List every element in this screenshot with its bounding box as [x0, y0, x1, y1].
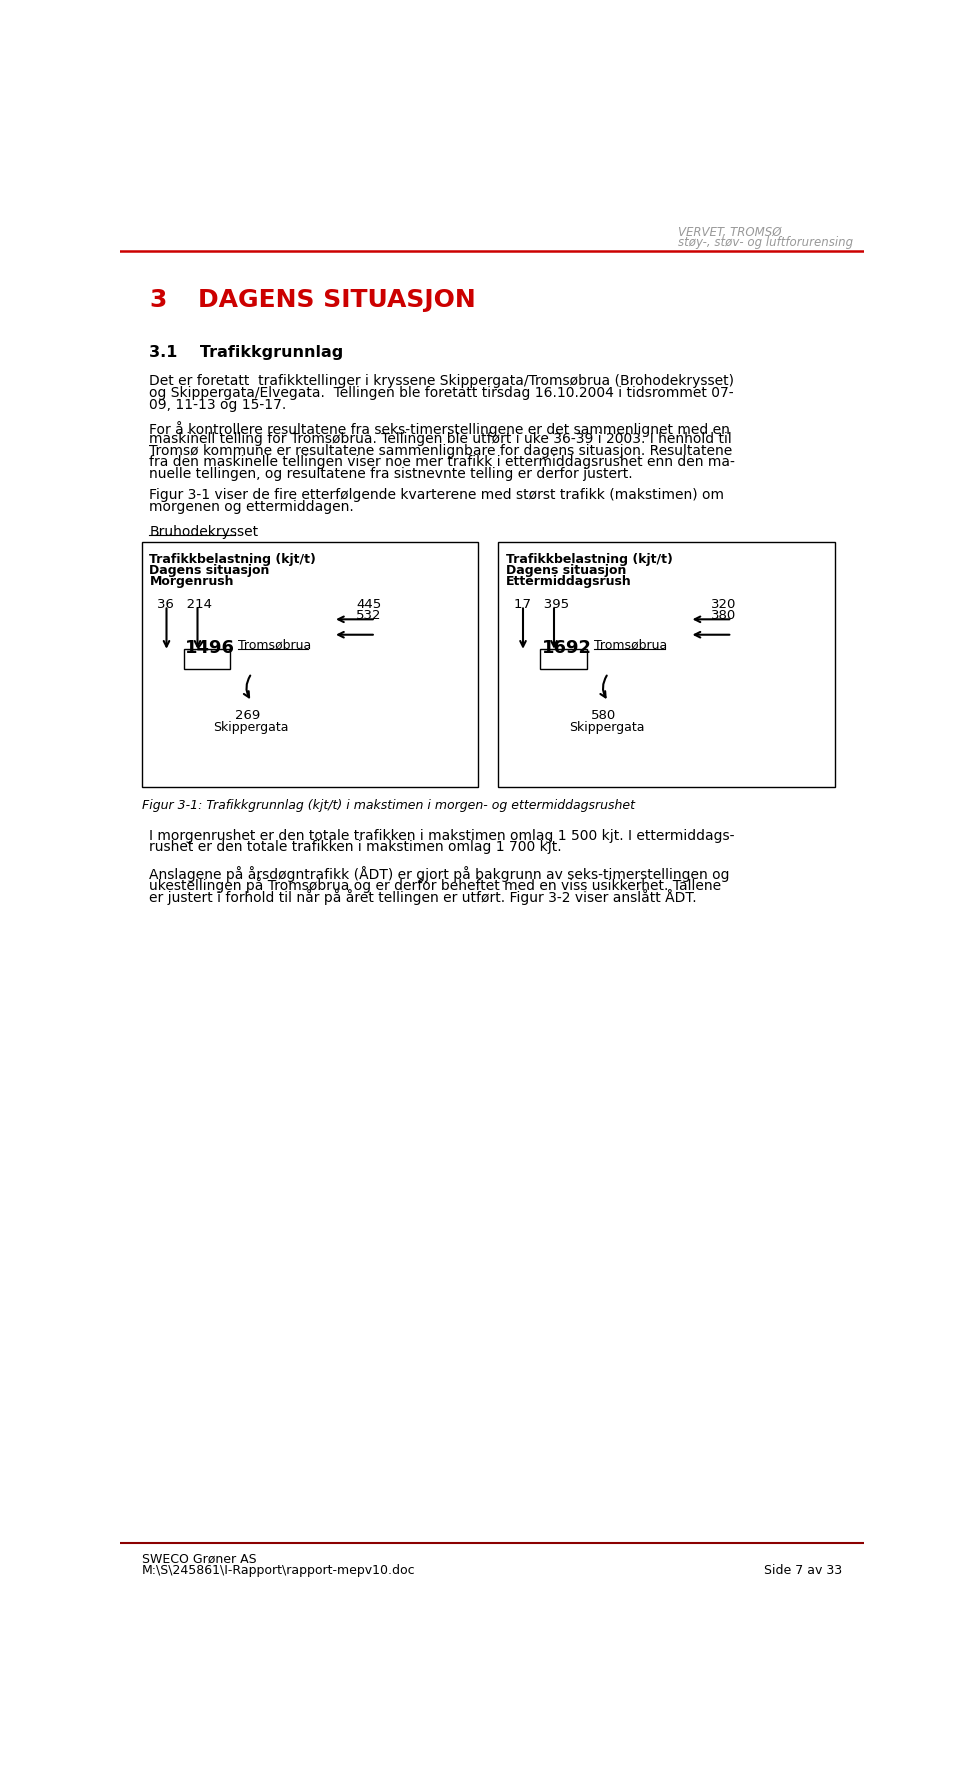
Text: DAGENS SITUASJON: DAGENS SITUASJON	[198, 289, 475, 312]
Bar	[540, 649, 587, 668]
Text: Morgenrush: Morgenrush	[150, 574, 234, 587]
Text: støy-, støv- og luftforurensing: støy-, støv- og luftforurensing	[678, 236, 853, 248]
Text: Trafikkbelastning (kjt/t): Trafikkbelastning (kjt/t)	[506, 553, 673, 566]
Text: Side 7 av 33: Side 7 av 33	[764, 1564, 842, 1578]
Text: M:\S\245861\I-Rapport\rapport-mepv10.doc: M:\S\245861\I-Rapport\rapport-mepv10.doc	[142, 1564, 416, 1578]
Text: 580: 580	[591, 709, 616, 722]
Text: og Skippergata/Elvegata.  Tellingen ble foretatt tirsdag 16.10.2004 i tidsrommet: og Skippergata/Elvegata. Tellingen ble f…	[150, 387, 734, 401]
Text: Figur 3-1 viser de fire etterfølgende kvarterene med størst trafikk (makstimen) : Figur 3-1 viser de fire etterfølgende kv…	[150, 488, 725, 502]
Text: 269: 269	[234, 709, 260, 722]
Text: Dagens situasjon: Dagens situasjon	[150, 564, 270, 576]
Text: I morgenrushet er den totale trafikken i makstimen omlag 1 500 kjt. I ettermidda: I morgenrushet er den totale trafikken i…	[150, 828, 735, 842]
Text: Skippergata: Skippergata	[569, 722, 645, 734]
Text: 380: 380	[711, 610, 736, 622]
Text: 445: 445	[356, 598, 382, 610]
Text: Figur 3-1: Trafikkgrunnlag (kjt/t) i makstimen i morgen- og ettermiddagsrushet: Figur 3-1: Trafikkgrunnlag (kjt/t) i mak…	[142, 800, 635, 812]
Text: ukestellingen på Tromsøbrua og er derfor beheftet med en viss usikkerhet. Tallen: ukestellingen på Tromsøbrua og er derfor…	[150, 878, 722, 894]
Text: fra den maskinelle tellingen viser noe mer trafikk i ettermiddagsrushet enn den : fra den maskinelle tellingen viser noe m…	[150, 456, 735, 470]
Text: Det er foretatt  trafikktellinger i kryssene Skippergata/Tromsøbrua (Brohodekrys: Det er foretatt trafikktellinger i kryss…	[150, 374, 734, 388]
Text: Trafikkbelastning (kjt/t): Trafikkbelastning (kjt/t)	[150, 553, 317, 566]
Bar	[498, 543, 834, 787]
Text: 1496: 1496	[185, 638, 235, 656]
Text: Tromsø kommune er resultatene sammenlignbare for dagens situasjon. Resultatene: Tromsø kommune er resultatene sammenlign…	[150, 443, 732, 457]
Text: er justert i forhold til når på året tellingen er utført. Figur 3-2 viser anslåt: er justert i forhold til når på året tel…	[150, 888, 697, 904]
Text: morgenen og ettermiddagen.: morgenen og ettermiddagen.	[150, 500, 354, 514]
Text: rushet er den totale trafikken i makstimen omlag 1 700 kjt.: rushet er den totale trafikken i makstim…	[150, 840, 562, 855]
Text: Tromsøbrua: Tromsøbrua	[594, 638, 667, 651]
Text: For å kontrollere resultatene fra seks-timerstellingene er det sammenlignet med : For å kontrollere resultatene fra seks-t…	[150, 420, 731, 436]
Text: 3: 3	[150, 289, 167, 312]
Text: nuelle tellingen, og resultatene fra sistnevnte telling er derfor justert.: nuelle tellingen, og resultatene fra sis…	[150, 466, 633, 480]
Text: Anslagene på årsdøgntrafikk (ÅDT) er gjort på bakgrunn av seks-timerstellingen o: Anslagene på årsdøgntrafikk (ÅDT) er gjo…	[150, 865, 730, 881]
Text: 1692: 1692	[541, 638, 591, 656]
Text: Tromsøbrua: Tromsøbrua	[238, 638, 311, 651]
Text: 320: 320	[711, 598, 736, 610]
Text: 09, 11-13 og 15-17.: 09, 11-13 og 15-17.	[150, 397, 287, 411]
Text: Skippergata: Skippergata	[213, 722, 289, 734]
Text: 17   395: 17 395	[514, 598, 569, 610]
Text: VERVET, TROMSØ: VERVET, TROMSØ	[678, 225, 781, 239]
Text: 532: 532	[356, 610, 382, 622]
Text: SWECO Grøner AS: SWECO Grøner AS	[142, 1553, 256, 1566]
Bar	[142, 543, 478, 787]
Bar	[183, 649, 230, 668]
Text: Ettermiddagsrush: Ettermiddagsrush	[506, 574, 632, 587]
Text: maskinell telling for Tromsøbrua. Tellingen ble utført i uke 36-39 i 2003. I hen: maskinell telling for Tromsøbrua. Tellin…	[150, 433, 732, 447]
Text: 36   214: 36 214	[157, 598, 212, 610]
Text: Bruhodekrysset: Bruhodekrysset	[150, 525, 258, 539]
Text: 3.1    Trafikkgrunnlag: 3.1 Trafikkgrunnlag	[150, 346, 344, 360]
Text: Dagens situasjon: Dagens situasjon	[506, 564, 626, 576]
